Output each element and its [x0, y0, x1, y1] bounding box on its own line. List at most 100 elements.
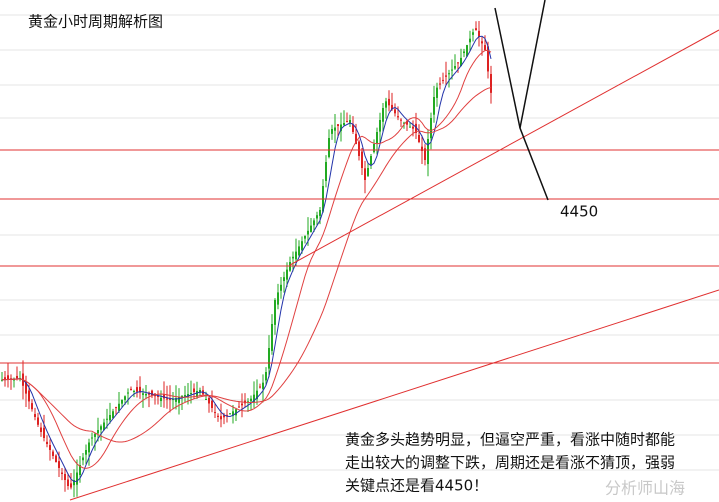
candle-body	[61, 472, 63, 474]
candle-body	[31, 403, 33, 410]
candle-body	[121, 400, 123, 404]
candle-body	[205, 399, 207, 400]
candle-body	[43, 427, 45, 438]
candle-body	[367, 168, 369, 176]
candle-body	[214, 412, 216, 414]
candle-body	[379, 120, 381, 132]
candle-body	[232, 411, 234, 416]
candle-body	[388, 98, 390, 106]
candle-body	[118, 403, 120, 411]
candle-body	[241, 403, 243, 406]
candle-body	[316, 215, 318, 219]
candle-body	[331, 129, 333, 134]
trend-line	[289, 29, 719, 266]
candle-body	[466, 45, 468, 57]
candle-body	[361, 151, 363, 168]
candle-body	[52, 451, 54, 456]
candle-body	[130, 388, 132, 391]
candle-body	[454, 66, 456, 69]
candle-body	[25, 382, 27, 394]
candle-body	[211, 400, 213, 408]
candle-body	[475, 28, 477, 31]
candle-body	[184, 395, 186, 397]
moving-average	[1, 87, 492, 443]
candle-body	[346, 121, 348, 123]
chart-title: 黄金小时周期解析图	[28, 13, 163, 31]
candle-body	[7, 375, 9, 380]
candle-body	[250, 398, 252, 402]
annotation: 走出较大的调整下跌，周期还是看涨不猜顶，强弱	[345, 454, 675, 472]
candle-body	[445, 75, 447, 77]
candle-body	[436, 87, 438, 98]
candle-body	[220, 416, 222, 420]
candle-body	[199, 390, 201, 393]
candle-body	[274, 300, 276, 325]
level-label: 4450	[560, 203, 598, 221]
candle-body	[472, 32, 474, 35]
candle-body	[442, 79, 444, 81]
candle-body	[70, 483, 72, 488]
candle-body	[88, 442, 90, 453]
candle-body	[82, 457, 84, 461]
candle-body	[412, 126, 414, 129]
candle-body	[433, 97, 435, 115]
candle-body	[112, 411, 114, 419]
candle-body	[133, 391, 135, 392]
candle-body	[163, 393, 165, 399]
candle-body	[451, 69, 453, 71]
candle-body	[337, 124, 339, 126]
candle-body	[463, 51, 465, 54]
candle-body	[382, 108, 384, 122]
candle-body	[448, 73, 450, 75]
candle-body	[460, 57, 462, 67]
candle-body	[439, 83, 441, 85]
candle-body	[169, 398, 171, 400]
candle-body	[298, 246, 300, 256]
candle-body	[1, 379, 3, 381]
candle-body	[340, 124, 342, 131]
candle-body	[364, 168, 366, 180]
candle-body	[397, 116, 399, 118]
candle-body	[286, 269, 288, 280]
candle-body	[355, 133, 357, 144]
candle-body	[292, 256, 294, 259]
trend-line	[69, 289, 719, 501]
candle-body	[4, 377, 6, 380]
candle-body	[280, 284, 282, 291]
candle-body	[223, 415, 225, 418]
candle-body	[64, 473, 66, 480]
candle-body	[487, 46, 489, 72]
candle-body	[172, 399, 174, 400]
candle-body	[103, 422, 105, 431]
candle-body	[427, 139, 429, 165]
candle-body	[325, 162, 327, 182]
annotation: 黄金多头趋势明显，但逼空严重，看涨中随时都能	[345, 431, 675, 449]
candle-body	[181, 396, 183, 397]
candle-body	[358, 141, 360, 156]
candle-body	[469, 38, 471, 43]
candle-body	[79, 465, 81, 475]
candle-body	[385, 101, 387, 108]
candle-body	[391, 104, 393, 110]
candle-body	[217, 415, 219, 417]
candle-body	[124, 396, 126, 400]
candle-body	[97, 430, 99, 434]
candle-body	[142, 393, 144, 395]
candle-body	[352, 124, 354, 132]
candle-body	[334, 127, 336, 131]
candle-body	[295, 251, 297, 260]
candle-body	[421, 146, 423, 151]
candle-body	[40, 427, 42, 432]
candle-body	[481, 41, 483, 44]
candle-body	[76, 472, 78, 485]
candle-body	[343, 123, 345, 126]
candle-body	[136, 387, 138, 392]
moving-average	[1, 35, 492, 483]
candle-body	[226, 414, 228, 416]
candle-body	[313, 220, 315, 226]
candle-body	[175, 398, 177, 402]
candle-body	[16, 375, 18, 379]
candle-body	[394, 109, 396, 114]
candle-body	[115, 407, 117, 409]
